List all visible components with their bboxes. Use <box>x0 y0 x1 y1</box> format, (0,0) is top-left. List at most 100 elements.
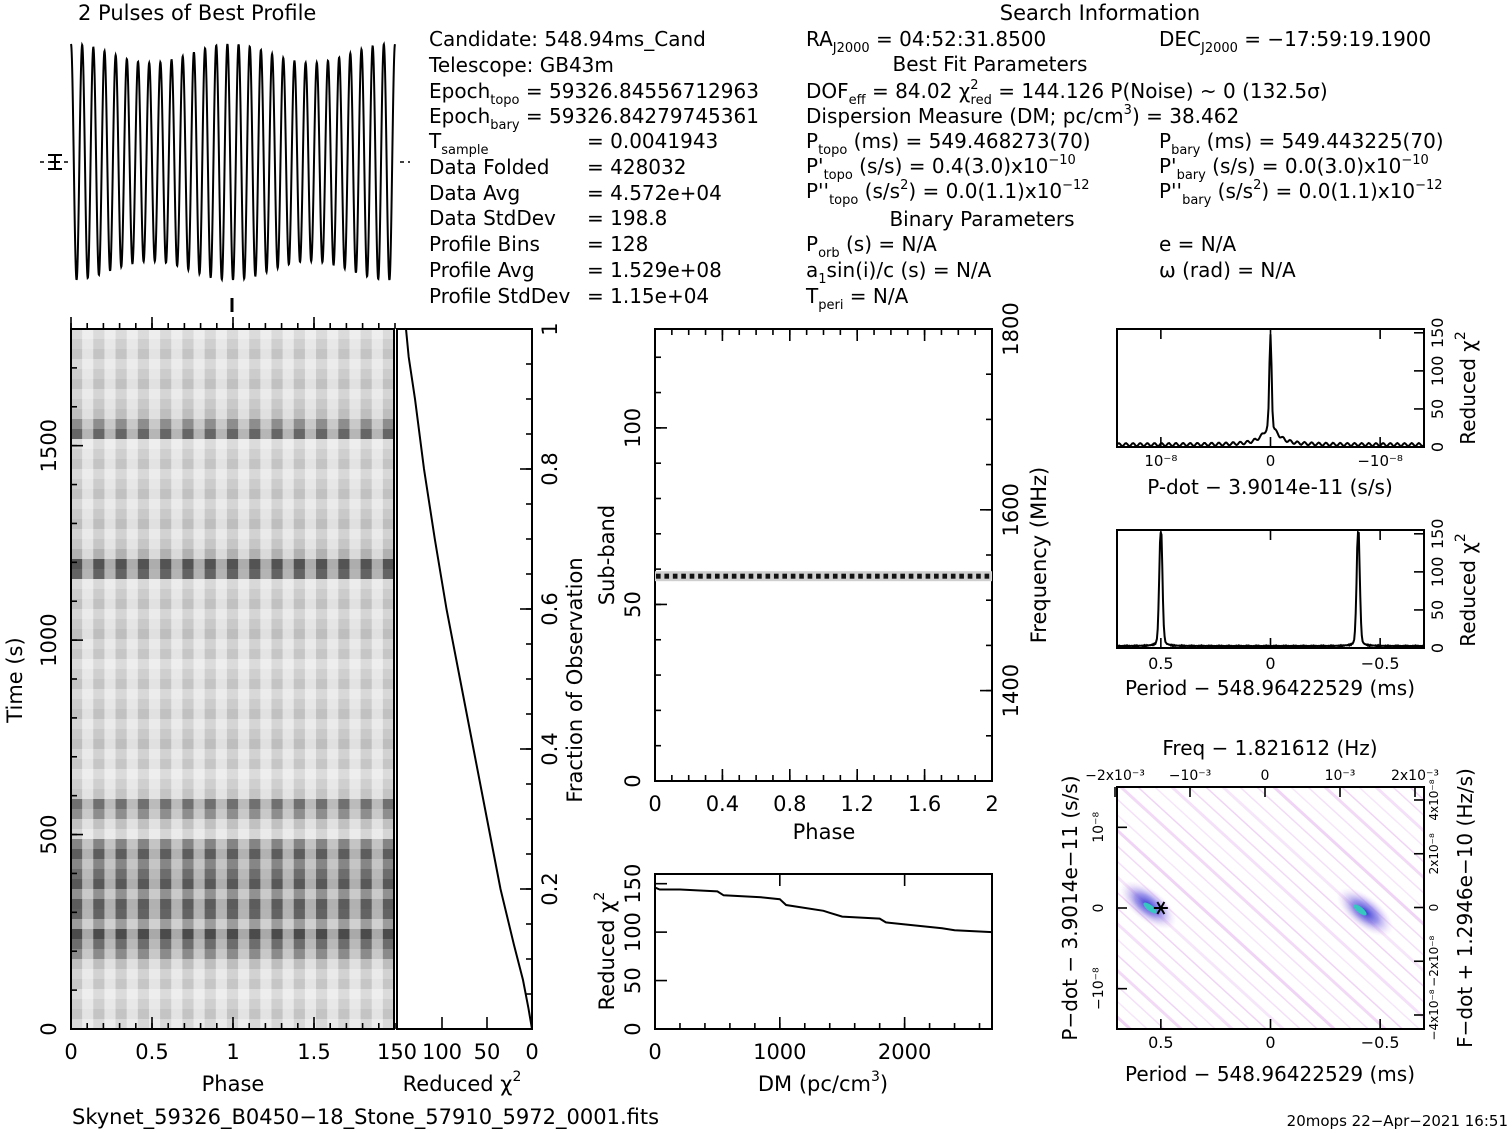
time-phase-cell <box>282 939 295 950</box>
info-dec: DECJ2000 = −17:59:19.1900 <box>1159 27 1431 56</box>
time-phase-cell <box>193 679 206 690</box>
time-phase-cell <box>304 999 317 1010</box>
time-phase-cell <box>293 379 306 390</box>
time-phase-cell <box>271 619 284 630</box>
time-phase-cell <box>182 419 195 430</box>
time-phase-cell <box>338 589 351 600</box>
time-phase-cell <box>171 949 183 960</box>
time-phase-cell <box>304 449 317 460</box>
time-phase-cell <box>126 929 139 940</box>
time-phase-cell <box>148 659 161 670</box>
time-phase-cell <box>260 469 273 480</box>
time-phase-cell <box>104 529 117 540</box>
time-phase-cell <box>126 529 139 540</box>
time-phase-cell <box>316 609 328 620</box>
time-phase-cell <box>271 449 284 460</box>
time-phase-cell <box>371 799 384 810</box>
time-phase-cell <box>137 549 150 560</box>
time-phase-cell <box>93 509 106 520</box>
time-phase-cell <box>226 569 239 580</box>
time-phase-cell <box>316 769 328 780</box>
time-phase-cell <box>204 569 217 580</box>
time-phase-cell <box>371 509 384 520</box>
time-phase-cell <box>71 449 83 460</box>
time-phase-cell <box>126 579 139 590</box>
time-phase-cell <box>115 959 128 970</box>
time-phase-cell <box>193 759 206 770</box>
time-phase-cell <box>338 699 351 710</box>
time-phase-cell <box>238 789 250 800</box>
time-phase-cell <box>349 909 362 920</box>
time-phase-cell <box>71 499 83 510</box>
time-phase-cell <box>238 489 250 500</box>
time-phase-cell <box>126 719 139 730</box>
subband-pulse-dash <box>967 573 973 579</box>
time-phase-cell <box>148 499 161 510</box>
time-phase-cell <box>104 509 117 520</box>
time-phase-cell <box>104 369 117 380</box>
time-phase-cell <box>249 999 261 1010</box>
time-phase-cell <box>360 979 373 990</box>
time-phase-cell <box>271 749 284 760</box>
time-phase-cell <box>349 609 362 620</box>
time-phase-cell <box>71 929 83 940</box>
time-phase-cell <box>71 939 83 950</box>
time-phase-cell <box>360 799 373 810</box>
time-phase-cell <box>82 709 94 720</box>
time-phase-cell <box>193 599 206 610</box>
time-phase-cell <box>249 679 261 690</box>
time-phase-cell <box>71 459 83 470</box>
time-phase-cell <box>371 599 384 610</box>
time-phase-cell <box>193 839 206 850</box>
chi2-fraction-ytick-label: 0.2 <box>538 872 562 905</box>
time-phase-cell <box>93 939 106 950</box>
time-phase-cell <box>249 769 261 780</box>
time-phase-cell <box>160 599 172 610</box>
time-phase-cell <box>316 889 328 900</box>
time-phase-cell <box>327 489 339 500</box>
time-phase-cell <box>137 909 150 920</box>
time-phase-cell <box>148 409 161 420</box>
time-phase-cell <box>282 959 295 970</box>
time-phase-cell <box>338 349 351 360</box>
time-phase-cell <box>215 869 228 880</box>
time-phase-cell <box>238 619 250 630</box>
time-phase-cell <box>204 649 217 660</box>
time-phase-cell <box>371 349 384 360</box>
time-phase-cell <box>304 839 317 850</box>
time-phase-cell <box>371 519 384 530</box>
time-phase-cell <box>371 809 384 820</box>
time-phase-cell <box>71 739 83 750</box>
time-phase-cell <box>148 369 161 380</box>
time-phase-cell <box>82 429 94 440</box>
subband-pulse-dash <box>891 573 897 579</box>
time-phase-cell <box>327 809 339 820</box>
time-phase-cell <box>360 769 373 780</box>
time-phase-cell <box>148 519 161 530</box>
time-phase-cell <box>215 419 228 430</box>
time-phase-cell <box>171 1009 183 1020</box>
time-phase-cell <box>238 379 250 390</box>
time-phase-cell <box>182 749 195 760</box>
time-phase-cell <box>171 609 183 620</box>
time-phase-cell <box>126 909 139 920</box>
time-phase-cell <box>204 389 217 400</box>
time-phase-cell <box>282 539 295 550</box>
time-phase-cell <box>137 979 150 990</box>
time-phase-cell <box>104 359 117 370</box>
time-phase-cell <box>360 409 373 420</box>
subband-xtick-label: 1.6 <box>908 792 941 816</box>
time-phase-cell <box>360 949 373 960</box>
time-phase-cell <box>360 839 373 850</box>
time-phase-cell <box>382 779 394 790</box>
time-phase-cell <box>126 769 139 780</box>
pdot-ytick-label: 50 <box>1428 399 1447 419</box>
time-phase-cell <box>316 969 328 980</box>
time-phase-cell <box>104 579 117 590</box>
time-phase-cell <box>93 359 106 370</box>
time-phase-cell <box>238 729 250 740</box>
time-phase-cell <box>371 459 384 470</box>
time-phase-cell <box>160 789 172 800</box>
time-phase-cell <box>226 829 239 840</box>
time-phase-cell <box>148 589 161 600</box>
